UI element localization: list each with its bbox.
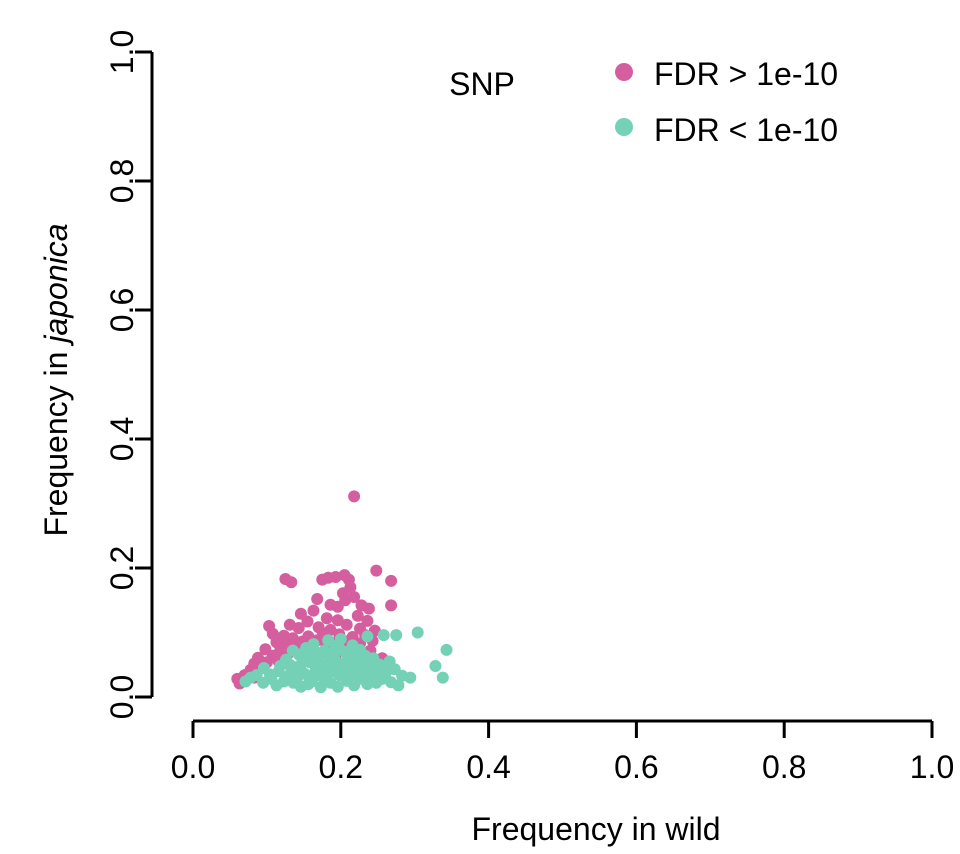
y-tick-label-3: 0.6 [104, 288, 140, 332]
y-axis-title: Frequency in japonica [38, 223, 74, 536]
chart-title: SNP [449, 66, 515, 102]
x-tick-label-1: 0.2 [319, 749, 363, 785]
data-point-series-1-4 [440, 643, 453, 656]
data-point-series-0-20 [362, 602, 375, 615]
data-point-series-0-24 [301, 615, 314, 628]
x-tick-label-5: 1.0 [910, 749, 954, 785]
y-axis-title-italic: japonica [38, 223, 74, 346]
data-point-series-1-74 [320, 674, 333, 687]
data-point-series-1-6 [429, 660, 442, 672]
data-point-series-1-96 [367, 652, 380, 665]
data-point-series-1-5 [436, 671, 449, 684]
data-point-series-0-9 [385, 574, 398, 587]
data-point-series-1-10 [383, 655, 396, 668]
data-point-series-1-94 [345, 660, 358, 672]
data-point-series-0-2 [285, 576, 298, 589]
y-tick-label-4: 0.8 [104, 159, 140, 203]
data-point-series-0-23 [351, 609, 364, 622]
data-point-series-1-97 [277, 675, 290, 688]
data-point-series-1-98 [285, 665, 298, 678]
y-tick-label-1: 0.2 [104, 546, 140, 590]
y-tick-label-0: 0.0 [104, 675, 140, 719]
legend-label-fdr-lt: FDR < 1e-10 [654, 112, 838, 148]
legend: FDR > 1e-10 FDR < 1e-10 [615, 56, 838, 148]
data-point-series-1-90 [306, 670, 319, 683]
data-point-series-0-18 [307, 604, 320, 617]
y-tick-label-5: 1.0 [104, 30, 140, 74]
data-point-series-0-19 [331, 600, 344, 613]
x-tick-label-0: 0.0 [171, 749, 215, 785]
legend-marker-fdr-lt [615, 118, 633, 136]
data-point-series-1-99 [299, 649, 312, 662]
data-point-series-0-25 [331, 614, 344, 627]
data-point-series-0-22 [320, 612, 333, 625]
data-point-series-0-0 [348, 490, 361, 503]
legend-marker-fdr-gt [615, 63, 633, 81]
data-point-series-1-81 [286, 644, 299, 657]
data-point-series-1-3 [361, 630, 374, 643]
x-tick-label-2: 0.4 [466, 749, 510, 785]
points-layer [231, 490, 453, 694]
y-axis-title-prefix: Frequency in [38, 352, 74, 537]
data-point-series-0-12 [311, 593, 324, 605]
data-point-series-1-93 [334, 643, 347, 656]
data-point-series-1-79 [274, 660, 287, 672]
data-point-series-1-91 [313, 647, 326, 660]
data-point-series-1-95 [356, 652, 369, 665]
data-point-series-1-45 [334, 633, 347, 645]
data-point-series-1-1 [390, 629, 403, 642]
data-point-series-1-2 [377, 629, 390, 642]
legend-label-fdr-gt: FDR > 1e-10 [654, 56, 838, 92]
data-point-series-0-26 [340, 618, 353, 631]
x-tick-label-3: 0.6 [614, 749, 658, 785]
data-point-series-0-5 [329, 571, 342, 583]
x-tick-label-4: 0.8 [762, 749, 806, 785]
data-point-series-0-27 [361, 614, 374, 627]
data-point-series-0-8 [370, 564, 383, 577]
y-tick-label-2: 0.4 [104, 417, 140, 461]
data-point-series-1-92 [323, 654, 336, 667]
data-point-series-0-30 [292, 622, 305, 634]
data-point-series-1-0 [411, 626, 424, 639]
data-point-series-0-17 [385, 599, 398, 612]
x-axis-title: Frequency in wild [472, 811, 721, 847]
data-point-series-1-88 [371, 665, 384, 678]
ticks-layer: 0.0 0.2 0.4 0.6 0.8 1.0 0.0 0.2 0.4 0.6 0.8 1.0 [104, 30, 954, 785]
data-point-series-1-43 [331, 680, 344, 693]
data-point-series-1-80 [263, 668, 276, 681]
